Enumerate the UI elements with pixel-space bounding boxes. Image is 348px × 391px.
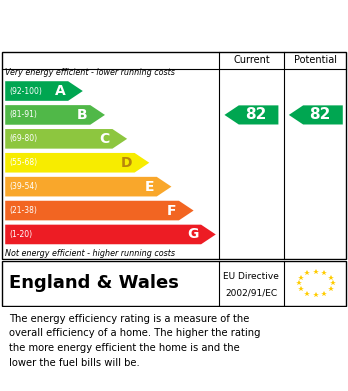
Polygon shape [5,81,83,101]
Text: Current: Current [233,55,270,65]
Text: 82: 82 [309,108,331,122]
Text: (69-80): (69-80) [9,135,38,143]
Text: (81-91): (81-91) [9,110,37,119]
Text: 82: 82 [245,108,266,122]
Polygon shape [289,105,343,124]
Text: Not energy efficient - higher running costs: Not energy efficient - higher running co… [5,249,175,258]
Text: E: E [144,179,154,194]
Polygon shape [5,153,149,172]
Text: Potential: Potential [294,55,337,65]
Text: The energy efficiency rating is a measure of the
overall efficiency of a home. T: The energy efficiency rating is a measur… [9,314,260,368]
Text: (55-68): (55-68) [9,158,38,167]
Text: (92-100): (92-100) [9,86,42,95]
Text: C: C [100,132,110,146]
Text: England & Wales: England & Wales [9,274,179,292]
Text: G: G [187,228,198,242]
Text: EU Directive: EU Directive [223,272,279,281]
Polygon shape [5,129,127,149]
Text: Very energy efficient - lower running costs: Very energy efficient - lower running co… [5,68,175,77]
Text: (21-38): (21-38) [9,206,37,215]
Text: 2002/91/EC: 2002/91/EC [226,288,277,298]
Polygon shape [5,105,105,125]
Text: (1-20): (1-20) [9,230,32,239]
Text: D: D [120,156,132,170]
Text: (39-54): (39-54) [9,182,38,191]
Text: A: A [55,84,65,98]
Polygon shape [5,201,193,221]
Polygon shape [5,177,172,196]
Polygon shape [5,225,216,244]
Text: F: F [167,204,176,217]
Polygon shape [224,105,278,124]
Text: B: B [77,108,87,122]
Text: Energy Efficiency Rating: Energy Efficiency Rating [10,20,232,36]
